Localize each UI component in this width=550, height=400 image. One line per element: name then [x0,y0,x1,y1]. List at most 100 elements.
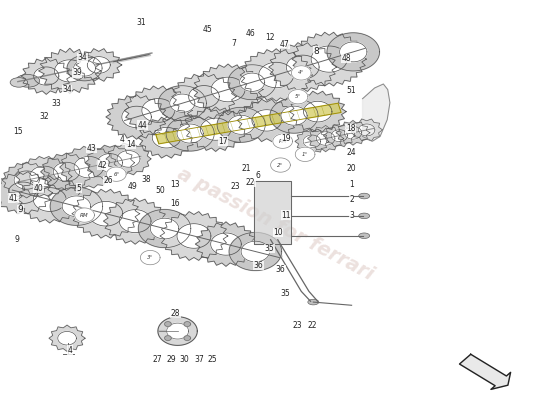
Polygon shape [344,126,362,139]
Polygon shape [258,62,294,88]
Polygon shape [359,124,375,136]
Polygon shape [193,64,263,115]
Polygon shape [158,317,197,345]
Polygon shape [87,57,111,73]
Polygon shape [34,67,59,85]
Polygon shape [362,84,390,141]
Polygon shape [138,117,195,158]
Polygon shape [142,98,175,122]
Polygon shape [97,154,123,172]
Polygon shape [75,208,95,222]
Polygon shape [303,135,321,148]
Polygon shape [323,125,355,147]
Polygon shape [117,150,140,167]
Polygon shape [160,212,228,260]
Polygon shape [140,250,160,265]
Text: 34: 34 [78,53,87,62]
Text: 30: 30 [180,355,190,364]
Polygon shape [316,132,335,145]
Polygon shape [241,241,270,262]
Polygon shape [336,120,370,145]
Text: 35: 35 [280,289,290,298]
Polygon shape [327,33,380,71]
Polygon shape [107,167,126,181]
Text: 45: 45 [202,26,212,34]
Text: 16: 16 [170,200,180,208]
Text: 34: 34 [62,85,72,94]
Polygon shape [177,224,211,248]
Polygon shape [60,146,118,188]
Text: 15: 15 [13,127,23,136]
Polygon shape [240,49,312,101]
Polygon shape [269,43,337,92]
Polygon shape [229,232,282,270]
Polygon shape [351,119,383,141]
Polygon shape [292,32,366,86]
Text: 36: 36 [276,265,285,274]
Polygon shape [166,116,214,151]
Polygon shape [0,172,53,214]
Polygon shape [74,156,103,178]
Text: 49: 49 [128,182,138,190]
Polygon shape [339,42,367,62]
Text: 6: 6 [255,171,260,180]
Text: 13: 13 [170,180,180,189]
Text: 38: 38 [141,175,151,184]
Polygon shape [211,77,245,102]
Text: 25: 25 [207,355,217,364]
Polygon shape [459,354,510,389]
Text: 12: 12 [265,34,274,42]
Polygon shape [228,65,276,100]
Polygon shape [103,198,167,244]
Text: 3°: 3° [147,255,153,260]
Polygon shape [288,90,308,104]
Polygon shape [18,176,82,223]
Polygon shape [119,210,151,233]
Ellipse shape [359,193,370,199]
Polygon shape [124,86,192,135]
Polygon shape [49,325,85,351]
Polygon shape [240,73,265,91]
Text: 27: 27 [152,355,162,364]
Polygon shape [200,118,231,140]
Polygon shape [217,107,265,142]
Text: 35: 35 [265,244,274,253]
Text: 22: 22 [307,321,317,330]
Polygon shape [85,145,135,180]
Text: 9: 9 [14,235,19,244]
Polygon shape [54,60,85,82]
Text: 7: 7 [231,38,236,48]
Polygon shape [311,46,347,72]
Polygon shape [158,86,206,121]
Polygon shape [167,323,189,339]
Polygon shape [62,196,91,217]
Polygon shape [331,130,348,142]
Polygon shape [122,106,151,128]
Text: 23: 23 [231,182,240,190]
Polygon shape [16,156,72,196]
Text: 11: 11 [281,210,291,220]
Text: 43: 43 [87,144,97,153]
Polygon shape [67,56,102,81]
Text: 5°: 5° [295,94,301,99]
Polygon shape [41,153,92,190]
Polygon shape [287,55,319,79]
Polygon shape [228,115,254,134]
Text: 2: 2 [349,196,354,204]
Text: 6°: 6° [113,172,119,177]
Polygon shape [138,210,191,248]
Text: 5: 5 [76,184,81,192]
Polygon shape [177,124,204,143]
Text: 18: 18 [346,124,355,133]
Polygon shape [2,162,51,198]
Polygon shape [295,129,329,154]
Polygon shape [292,66,311,80]
Text: 10: 10 [273,228,283,237]
Polygon shape [164,336,171,340]
Polygon shape [211,233,241,255]
Polygon shape [106,95,167,139]
Polygon shape [185,107,246,152]
Text: 46: 46 [245,29,255,38]
Polygon shape [281,106,307,125]
Text: 33: 33 [51,99,61,108]
